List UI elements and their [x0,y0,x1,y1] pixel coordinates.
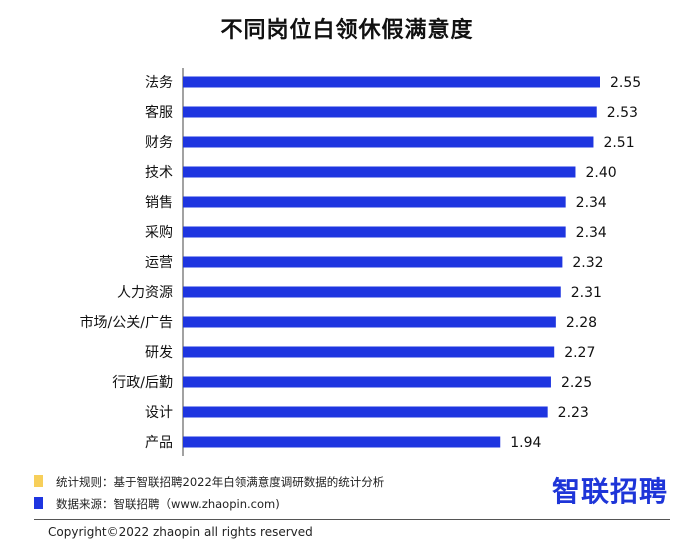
value-label: 1.94 [510,435,541,451]
legend-source-swatch [34,497,43,509]
bar-chart: 法务 2.55 客服 2.53 财务 2.51 技术 2.40 销售 2.34 采购 2.34 运营 2.… [80,68,641,456]
value-label: 2.40 [585,165,616,181]
category-label: 财务 [145,135,173,151]
bar [183,436,501,448]
bar [183,376,551,388]
category-label: 运营 [145,255,173,271]
footer-divider [34,519,670,520]
value-label: 2.27 [564,345,595,361]
category-label: 销售 [145,195,173,211]
bar [183,196,566,208]
chart-title: 不同岗位白领休假满意度 [220,18,474,43]
value-label: 2.34 [576,225,607,241]
bar [183,286,561,298]
category-label: 客服 [145,104,173,121]
bar [183,136,594,148]
value-label: 2.31 [571,285,602,301]
category-label: 行政/后勤 [112,375,173,391]
category-label: 人力资源 [117,285,173,301]
legend-source-text: 数据来源：智联招聘（www.zhaopin.com) [56,497,280,511]
category-label: 技术 [145,165,173,181]
category-label: 研发 [145,345,173,361]
bar [183,256,563,268]
zhaopin-logo: 智联招聘 [551,475,668,508]
category-label: 法务 [145,75,173,91]
category-label: 设计 [145,405,173,421]
category-label: 产品 [145,435,173,451]
legend-rule-text: 统计规则：基于智联招聘2022年白领满意度调研数据的统计分析 [56,475,385,489]
bar [183,406,548,418]
value-label: 2.51 [603,135,634,151]
bar [183,76,600,88]
copyright-text: Copyright©2022 zhaopin all rights reserv… [48,525,313,539]
category-label: 采购 [145,225,173,241]
bar [183,166,576,178]
bar [183,316,556,328]
bar [183,106,597,118]
category-label: 市场/公关/广告 [80,314,173,331]
value-label: 2.53 [607,105,638,121]
value-label: 2.32 [572,255,603,271]
bar [183,346,555,358]
value-label: 2.55 [610,75,641,91]
legend-rule-swatch [34,475,43,487]
value-label: 2.23 [558,405,589,421]
value-label: 2.28 [566,315,597,331]
value-label: 2.25 [561,375,592,391]
bar [183,226,566,238]
value-label: 2.34 [576,195,607,211]
